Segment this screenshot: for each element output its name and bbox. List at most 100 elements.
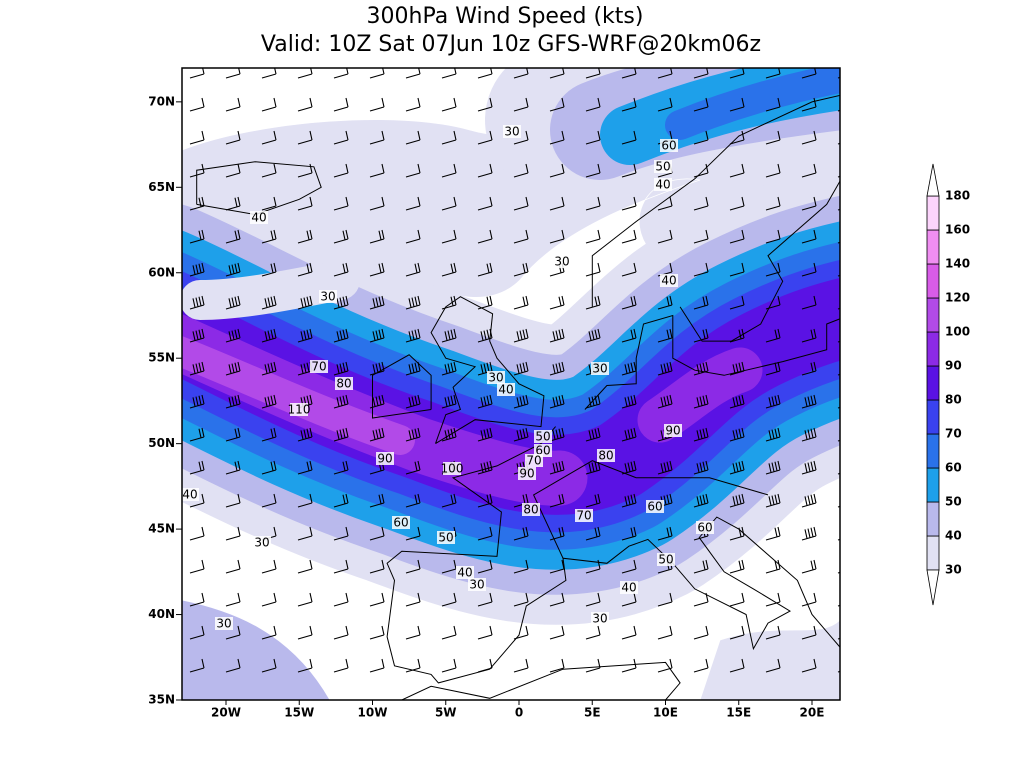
title-line: Valid: 10Z Sat 07Jun 10z GFS-WRF@20km06z (261, 32, 761, 57)
wind-barb (801, 361, 817, 376)
wind-barb (477, 163, 493, 178)
wind-barb (585, 163, 601, 178)
wind-barb (297, 196, 313, 211)
wind-barb (333, 559, 349, 574)
wind-barb (477, 526, 493, 541)
lon-label: 0 (515, 706, 523, 720)
contour-label-box (310, 360, 328, 373)
wind-barb (225, 130, 241, 145)
wind-barb (549, 97, 565, 112)
wind-barb (513, 328, 529, 343)
contour-label-box (182, 488, 199, 501)
wind-barb (189, 460, 205, 475)
wind-barb (297, 460, 313, 475)
wind-barb (765, 328, 781, 343)
wind-barb (549, 559, 565, 574)
lon-label: 10W (358, 706, 388, 720)
wind-barb (549, 625, 565, 640)
wind-barb (693, 394, 709, 409)
wind-barb (513, 658, 529, 673)
colorbar-label: 160 (945, 223, 970, 237)
wind-barb (405, 163, 421, 178)
wind-barb (333, 97, 349, 112)
wind-barb (441, 97, 457, 112)
wind-barb (693, 229, 709, 244)
wind-barb (801, 625, 817, 640)
wind-barb (225, 328, 241, 343)
wind-barb (405, 427, 421, 442)
wind-barb (729, 295, 745, 310)
wind-barb (333, 394, 349, 409)
wind-barb (297, 262, 313, 277)
wind-barb (801, 229, 817, 244)
wind-barb (549, 163, 565, 178)
wind-barb (729, 163, 745, 178)
wind-barb (333, 625, 349, 640)
wind-barb (225, 295, 241, 310)
wind-barb (405, 328, 421, 343)
wind-barb (297, 97, 313, 112)
wind-barb (225, 68, 241, 79)
wind-barb (621, 68, 637, 79)
wind-barb (441, 262, 457, 277)
wind-barb (261, 130, 277, 145)
wind-barb (585, 229, 601, 244)
contour-label-box (696, 521, 714, 534)
title-line: 300hPa Wind Speed (kts) (367, 4, 644, 29)
contour-label-box (250, 211, 268, 224)
colorbar-label: 30 (945, 563, 962, 577)
wind-barb (549, 526, 565, 541)
wind-barb (405, 460, 421, 475)
wind-shading (665, 68, 840, 140)
wind-barb (189, 295, 205, 310)
colorbar-label: 70 (945, 427, 962, 441)
colorbar-label: 80 (945, 393, 962, 407)
wind-barb (729, 68, 745, 79)
lat-label: 70N (148, 94, 175, 108)
wind-barb (513, 163, 529, 178)
wind-barb (549, 295, 565, 310)
lon-label: 10E (653, 706, 678, 720)
wind-barb (225, 493, 241, 508)
wind-barb (261, 262, 277, 277)
wind-barb (441, 559, 457, 574)
wind-barb (189, 328, 205, 343)
wind-barb (369, 328, 385, 343)
wind-barb (225, 262, 241, 277)
wind-barb (657, 229, 673, 244)
wind-barb (189, 130, 205, 145)
wind-barb (801, 394, 817, 409)
wind-barb (189, 361, 205, 376)
wind-barb (189, 625, 205, 640)
wind-barb (225, 361, 241, 376)
wind-barb (405, 559, 421, 574)
wind-barb (801, 460, 817, 475)
wind-barb (369, 229, 385, 244)
wind-barb (441, 493, 457, 508)
wind-barb (189, 526, 205, 541)
wind-barb (441, 229, 457, 244)
colorbar-segment (926, 433, 940, 469)
wind-barb (585, 196, 601, 211)
wind-barb (369, 394, 385, 409)
contour-label-box (468, 578, 486, 591)
wind-barb (261, 97, 277, 112)
contour-label-box (660, 274, 678, 287)
contour-label: 30 (216, 617, 231, 631)
wind-barb (333, 592, 349, 607)
contour-label-box (534, 444, 552, 457)
contour-label: 70 (576, 509, 591, 523)
wind-barb (693, 493, 709, 508)
wind-barb (405, 361, 421, 376)
wind-barb (729, 559, 745, 574)
lon-label: 5W (435, 706, 457, 720)
wind-barb (477, 361, 493, 376)
wind-barb (189, 559, 205, 574)
contour-label: 90 (665, 424, 680, 438)
wind-barb (549, 493, 565, 508)
contour-label-box (392, 516, 410, 529)
colorbar-segment (926, 297, 940, 333)
contour-label-box (525, 454, 543, 467)
wind-barb (657, 68, 673, 79)
wind-barb (729, 97, 745, 112)
